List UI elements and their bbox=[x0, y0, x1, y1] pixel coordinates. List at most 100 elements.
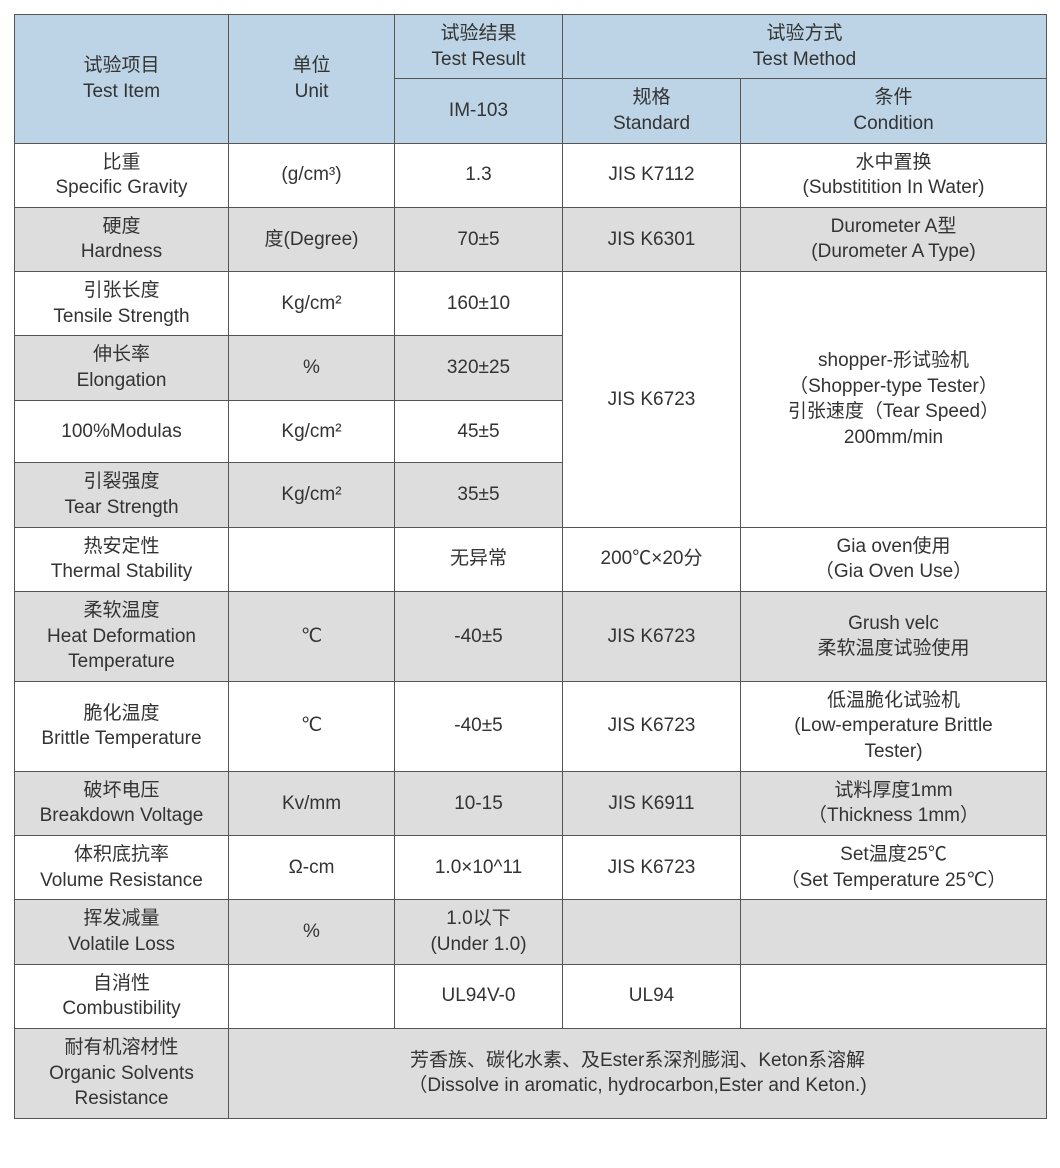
cell-condition bbox=[741, 900, 1047, 964]
label: 耐有机溶材性 bbox=[19, 1035, 224, 1061]
label: 柔软温度试验使用 bbox=[745, 636, 1042, 662]
cell-item: 伸长率 Elongation bbox=[15, 336, 229, 400]
cell-condition bbox=[741, 964, 1047, 1028]
label: Tensile Strength bbox=[19, 304, 224, 330]
label: Resistance bbox=[19, 1086, 224, 1112]
table-row: 引张长度 Tensile Strength Kg/cm² 160±10 JIS … bbox=[15, 272, 1047, 336]
cell-condition: 试料厚度1mm （Thickness 1mm） bbox=[741, 771, 1047, 835]
cell-result: -40±5 bbox=[395, 591, 563, 681]
cell-result: UL94V-0 bbox=[395, 964, 563, 1028]
label: (Durometer A Type) bbox=[745, 239, 1042, 265]
label: 条件 bbox=[745, 85, 1042, 111]
cell-standard: JIS K6723 bbox=[563, 591, 741, 681]
label: Brittle Temperature bbox=[19, 726, 224, 752]
cell-item: 自消性 Combustibility bbox=[15, 964, 229, 1028]
cell-standard: JIS K6723 bbox=[563, 272, 741, 527]
cell-unit: 度(Degree) bbox=[229, 207, 395, 271]
label: Unit bbox=[233, 79, 390, 105]
cell-unit: Kv/mm bbox=[229, 771, 395, 835]
label: 柔软温度 bbox=[19, 598, 224, 624]
label: Condition bbox=[745, 111, 1042, 137]
label: 1.0以下 bbox=[399, 906, 558, 932]
label: Temperature bbox=[19, 649, 224, 675]
label: 比重 bbox=[19, 150, 224, 176]
cell-unit: % bbox=[229, 900, 395, 964]
cell-unit: % bbox=[229, 336, 395, 400]
cell-merged-note: 芳香族、碳化水素、及Ester系深剂膨润、Keton系溶解 （Dissolve … bbox=[229, 1028, 1047, 1118]
label: Breakdown Voltage bbox=[19, 803, 224, 829]
th-result-sub: IM-103 bbox=[395, 79, 563, 143]
label: Combustibility bbox=[19, 996, 224, 1022]
label: 水中置换 bbox=[745, 150, 1042, 176]
cell-unit: Kg/cm² bbox=[229, 463, 395, 527]
table-row: 自消性 Combustibility UL94V-0 UL94 bbox=[15, 964, 1047, 1028]
cell-item: 100%Modulas bbox=[15, 400, 229, 463]
label: 自消性 bbox=[19, 971, 224, 997]
label: 脆化温度 bbox=[19, 701, 224, 727]
cell-item: 体积底抗率 Volume Resistance bbox=[15, 836, 229, 900]
label: Durometer A型 bbox=[745, 214, 1042, 240]
label: 破坏电压 bbox=[19, 778, 224, 804]
label: Volume Resistance bbox=[19, 868, 224, 894]
label: (Under 1.0) bbox=[399, 932, 558, 958]
label: Heat Deformation bbox=[19, 624, 224, 650]
cell-standard: JIS K6723 bbox=[563, 681, 741, 771]
table-row: 比重 Specific Gravity (g/cm³) 1.3 JIS K711… bbox=[15, 143, 1047, 207]
cell-item: 脆化温度 Brittle Temperature bbox=[15, 681, 229, 771]
cell-item: 破坏电压 Breakdown Voltage bbox=[15, 771, 229, 835]
table-row: 耐有机溶材性 Organic Solvents Resistance 芳香族、碳… bbox=[15, 1028, 1047, 1118]
cell-condition: 低温脆化试验机 (Low-emperature Brittle Tester) bbox=[741, 681, 1047, 771]
label: Specific Gravity bbox=[19, 175, 224, 201]
cell-item: 热安定性 Thermal Stability bbox=[15, 527, 229, 591]
cell-result: 1.0×10^11 bbox=[395, 836, 563, 900]
label: 规格 bbox=[567, 85, 736, 111]
table-row: 破坏电压 Breakdown Voltage Kv/mm 10-15 JIS K… bbox=[15, 771, 1047, 835]
label: 引张速度（Tear Speed） bbox=[745, 399, 1042, 425]
label: 引裂强度 bbox=[19, 469, 224, 495]
cell-item: 柔软温度 Heat Deformation Temperature bbox=[15, 591, 229, 681]
label: Organic Solvents bbox=[19, 1061, 224, 1087]
label: （Thickness 1mm） bbox=[745, 803, 1042, 829]
cell-unit: ℃ bbox=[229, 681, 395, 771]
cell-result: 10-15 bbox=[395, 771, 563, 835]
cell-item: 耐有机溶材性 Organic Solvents Resistance bbox=[15, 1028, 229, 1118]
cell-item: 挥发减量 Volatile Loss bbox=[15, 900, 229, 964]
label: 试料厚度1mm bbox=[745, 778, 1042, 804]
cell-standard bbox=[563, 900, 741, 964]
cell-result: 320±25 bbox=[395, 336, 563, 400]
cell-result: 无异常 bbox=[395, 527, 563, 591]
cell-standard: UL94 bbox=[563, 964, 741, 1028]
cell-unit: Ω-cm bbox=[229, 836, 395, 900]
cell-item: 比重 Specific Gravity bbox=[15, 143, 229, 207]
cell-unit: (g/cm³) bbox=[229, 143, 395, 207]
table-row: 热安定性 Thermal Stability 无异常 200℃×20分 Gia … bbox=[15, 527, 1047, 591]
cell-standard: JIS K7112 bbox=[563, 143, 741, 207]
cell-item: 引裂强度 Tear Strength bbox=[15, 463, 229, 527]
th-standard: 规格 Standard bbox=[563, 79, 741, 143]
label: Gia oven使用 bbox=[745, 534, 1042, 560]
label: 芳香族、碳化水素、及Ester系深剂膨润、Keton系溶解 bbox=[233, 1048, 1042, 1074]
label: Standard bbox=[567, 111, 736, 137]
cell-result: -40±5 bbox=[395, 681, 563, 771]
th-result: 试验结果 Test Result bbox=[395, 15, 563, 79]
table-row: 脆化温度 Brittle Temperature ℃ -40±5 JIS K67… bbox=[15, 681, 1047, 771]
label: 引张长度 bbox=[19, 278, 224, 304]
label: 热安定性 bbox=[19, 534, 224, 560]
material-spec-table: 试验项目 Test Item 单位 Unit 试验结果 Test Result … bbox=[14, 14, 1047, 1119]
cell-result: 1.0以下 (Under 1.0) bbox=[395, 900, 563, 964]
cell-unit: ℃ bbox=[229, 591, 395, 681]
cell-condition: Grush velc 柔软温度试验使用 bbox=[741, 591, 1047, 681]
label: 硬度 bbox=[19, 214, 224, 240]
th-test-item: 试验项目 Test Item bbox=[15, 15, 229, 144]
label: Thermal Stability bbox=[19, 559, 224, 585]
label: 体积底抗率 bbox=[19, 842, 224, 868]
label: 伸长率 bbox=[19, 342, 224, 368]
th-method: 试验方式 Test Method bbox=[563, 15, 1047, 79]
cell-condition: 水中置换 (Substitition In Water) bbox=[741, 143, 1047, 207]
cell-unit: Kg/cm² bbox=[229, 400, 395, 463]
table-row: 硬度 Hardness 度(Degree) 70±5 JIS K6301 Dur… bbox=[15, 207, 1047, 271]
label: （Dissolve in aromatic, hydrocarbon,Ester… bbox=[233, 1073, 1042, 1099]
cell-unit bbox=[229, 964, 395, 1028]
cell-result: 1.3 bbox=[395, 143, 563, 207]
cell-result: 45±5 bbox=[395, 400, 563, 463]
